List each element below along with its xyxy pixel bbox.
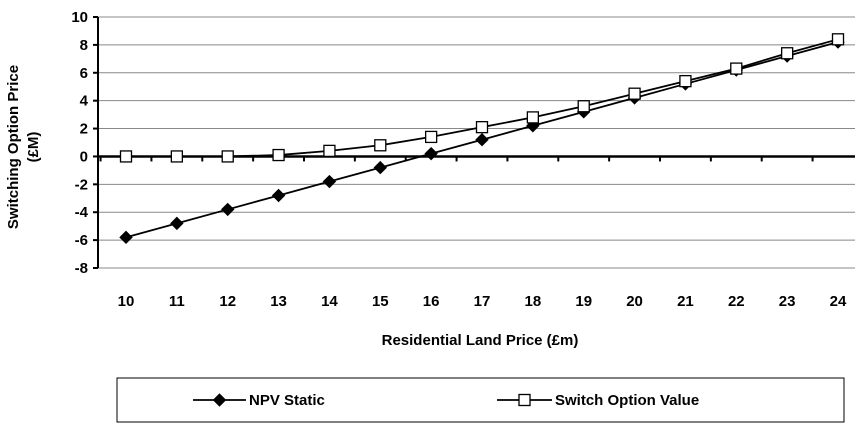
- x-tick-label: 20: [626, 293, 643, 310]
- y-tick-label: -6: [75, 232, 88, 249]
- data-point: [730, 62, 743, 75]
- x-tick-label: 21: [677, 293, 694, 310]
- data-point: [577, 100, 590, 113]
- y-tick-label: -8: [75, 260, 88, 277]
- x-tick-label: 14: [321, 293, 338, 310]
- y-axis-title-line2: (£M): [25, 132, 42, 163]
- x-tick-label: 22: [728, 293, 745, 310]
- data-point: [323, 144, 336, 158]
- legend: NPV Static Switch Option Value: [116, 377, 845, 423]
- y-tick-label: 10: [71, 9, 88, 26]
- legend-label: NPV Static: [249, 392, 325, 409]
- data-point: [374, 139, 387, 152]
- data-point: [221, 150, 234, 163]
- data-point: [271, 188, 286, 203]
- legend-marker: [518, 393, 531, 407]
- y-tick-label: 4: [80, 93, 89, 110]
- y-axis-title-line1: Switching Option Price: [5, 65, 22, 229]
- x-tick-label: 24: [830, 293, 847, 310]
- data-series: [119, 33, 845, 245]
- y-tick-labels: 10 8 6 4 2 0 -2 -4 -6 -8: [71, 9, 88, 277]
- series-switch-option-value: [119, 33, 845, 163]
- data-point: [628, 87, 641, 100]
- x-axis-title: Residential Land Price (£m): [382, 332, 579, 349]
- data-point: [373, 160, 387, 175]
- data-point: [119, 230, 133, 245]
- x-tick-labels: 10 11 12 13 14 15 16 17 18 19 20 21 22 23 24: [118, 293, 847, 310]
- x-tick-label: 13: [270, 293, 287, 310]
- y-tick-label: -2: [75, 176, 88, 193]
- data-point: [119, 150, 133, 163]
- x-tick-label: 12: [219, 293, 236, 310]
- data-point: [272, 148, 285, 162]
- data-point: [170, 216, 184, 231]
- legend-label: Switch Option Value: [555, 392, 699, 409]
- data-point: [424, 130, 438, 144]
- data-point: [170, 150, 184, 163]
- y-tick-label: 0: [80, 148, 88, 165]
- x-tick-label: 23: [779, 293, 796, 310]
- x-tick-label: 15: [372, 293, 389, 310]
- data-point: [475, 133, 489, 147]
- x-tick-label: 10: [118, 293, 135, 310]
- y-tick-label: 6: [80, 65, 88, 82]
- data-point: [831, 33, 845, 46]
- data-point: [424, 146, 438, 161]
- y-tick-label: -4: [75, 204, 89, 221]
- legend-item: Switch Option Value: [497, 392, 699, 409]
- x-tick-label: 18: [525, 293, 542, 310]
- x-tick-label: 16: [423, 293, 440, 310]
- data-point: [475, 121, 489, 134]
- legend-marker: [212, 393, 227, 407]
- grid-lines: [98, 16, 855, 269]
- data-point: [322, 174, 337, 189]
- x-tick-label: 19: [575, 293, 592, 310]
- data-point: [221, 202, 235, 217]
- legend-items: NPV Static Switch Option Value: [193, 392, 699, 409]
- y-tick-label: 2: [80, 121, 88, 138]
- legend-item: NPV Static: [193, 392, 325, 409]
- data-point: [679, 74, 692, 88]
- data-point: [780, 47, 794, 60]
- data-point: [526, 111, 540, 124]
- x-tick-label: 17: [474, 293, 491, 310]
- x-tick-label: 11: [169, 293, 185, 310]
- y-tick-label: 8: [80, 37, 88, 54]
